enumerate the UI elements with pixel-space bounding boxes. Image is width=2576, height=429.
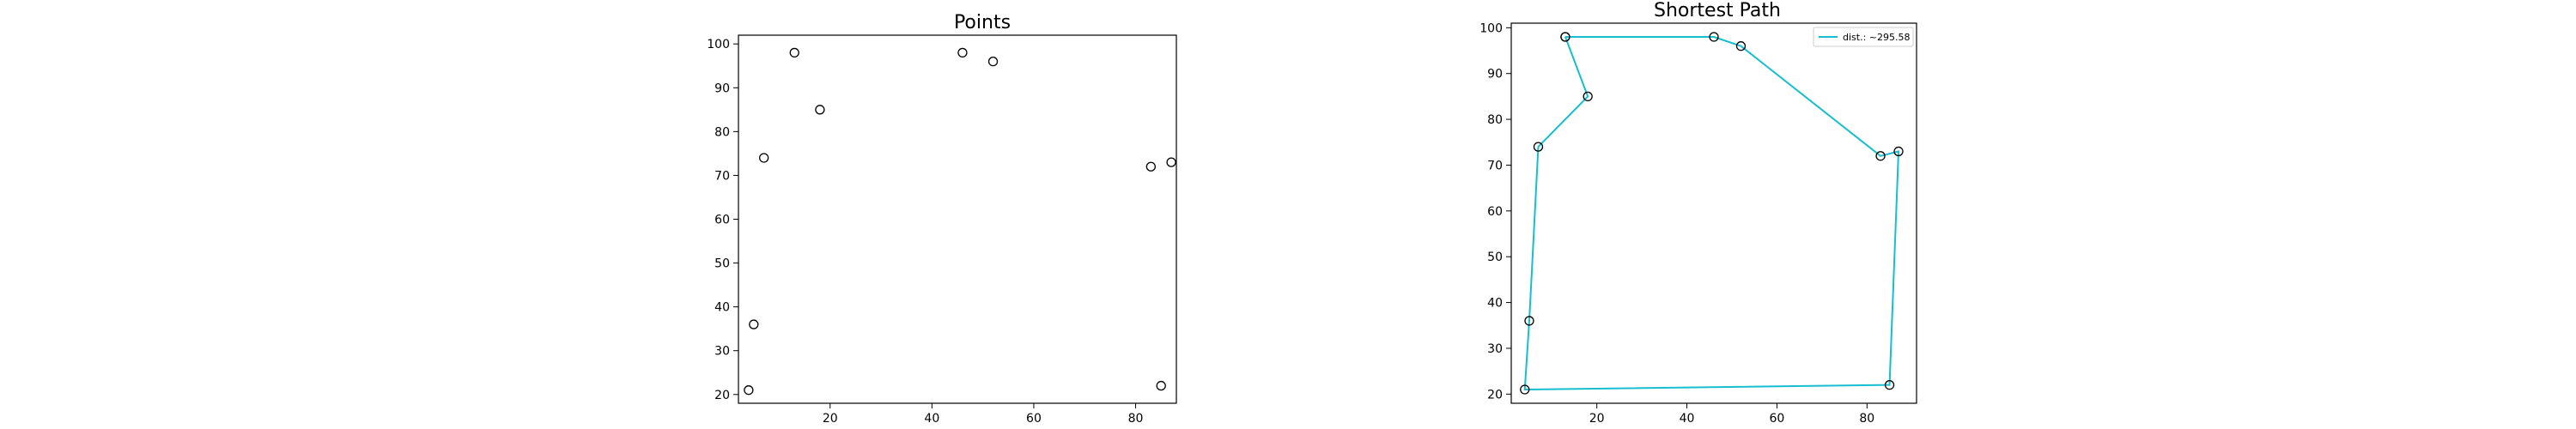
x-tick-label: 40 bbox=[1680, 412, 1695, 426]
y-tick-label: 90 bbox=[714, 82, 730, 95]
y-tick-label: 80 bbox=[1487, 113, 1503, 127]
scatter-point bbox=[759, 153, 769, 163]
scatter-point bbox=[1156, 380, 1166, 391]
y-tick-label: 100 bbox=[1479, 21, 1503, 35]
y-tick-label: 70 bbox=[1487, 159, 1503, 172]
legend-box bbox=[1813, 27, 1914, 47]
legend: dist.: ~295.58 bbox=[1813, 27, 1914, 47]
x-tick-label: 20 bbox=[1589, 412, 1605, 426]
scatter-points bbox=[744, 47, 1176, 396]
y-tick-label: 70 bbox=[714, 169, 730, 183]
path-node bbox=[1893, 146, 1904, 157]
y-axis: 20 30 40 50 60 70 80 90 100 bbox=[707, 38, 738, 402]
shortest-path-chart: Shortest Path 20 40 60 80 20 30 40 50 60 70 80 90 1… bbox=[1479, 0, 1917, 426]
legend-label: dist.: ~295.58 bbox=[1843, 32, 1911, 43]
path-node bbox=[1583, 91, 1593, 102]
path-node bbox=[1709, 32, 1719, 42]
path-node bbox=[1520, 384, 1530, 395]
y-tick-label: 20 bbox=[1487, 388, 1503, 402]
y-tick-label: 60 bbox=[714, 214, 730, 227]
x-axis: 20 40 60 80 bbox=[823, 403, 1144, 426]
y-tick-label: 40 bbox=[1487, 297, 1503, 311]
x-tick-label: 40 bbox=[924, 412, 939, 426]
x-tick-label: 80 bbox=[1859, 412, 1874, 426]
x-tick-label: 20 bbox=[823, 412, 838, 426]
path-node bbox=[1735, 41, 1747, 51]
scatter-point bbox=[749, 319, 759, 329]
chart-title: Shortest Path bbox=[1654, 0, 1781, 21]
points-chart: Points 20 40 60 80 20 30 40 50 60 70 80 90 100 bbox=[707, 12, 1177, 426]
path-node bbox=[1560, 32, 1571, 42]
y-tick-label: 80 bbox=[714, 125, 730, 139]
plot-frame bbox=[738, 34, 1177, 404]
y-tick-label: 20 bbox=[714, 389, 730, 402]
scatter-point bbox=[815, 105, 825, 115]
path-node bbox=[1875, 151, 1886, 161]
scatter-point bbox=[789, 47, 799, 58]
path-node bbox=[1533, 142, 1544, 152]
x-tick-label: 60 bbox=[1770, 412, 1785, 426]
x-tick-label: 80 bbox=[1128, 412, 1144, 426]
y-axis: 20 30 40 50 60 70 80 90 100 bbox=[1479, 21, 1511, 402]
scatter-point bbox=[1145, 161, 1156, 172]
path-line bbox=[1520, 32, 1904, 395]
y-tick-label: 30 bbox=[714, 345, 730, 359]
plot-frame bbox=[1510, 22, 1917, 404]
scatter-point bbox=[987, 56, 999, 67]
y-tick-label: 30 bbox=[1487, 342, 1503, 356]
y-tick-label: 50 bbox=[1487, 251, 1503, 264]
scatter-point bbox=[1166, 157, 1176, 167]
x-tick-label: 60 bbox=[1026, 412, 1042, 426]
y-tick-label: 40 bbox=[714, 301, 730, 315]
x-axis: 20 40 60 80 bbox=[1589, 403, 1874, 426]
y-tick-label: 100 bbox=[707, 38, 730, 51]
y-tick-label: 90 bbox=[1487, 68, 1503, 82]
y-tick-label: 50 bbox=[714, 257, 730, 271]
path-node bbox=[1884, 380, 1895, 390]
path-polyline bbox=[1523, 36, 1900, 391]
chart-title: Points bbox=[954, 12, 1011, 33]
path-node bbox=[1524, 316, 1534, 326]
scatter-point bbox=[744, 385, 754, 396]
y-tick-label: 60 bbox=[1487, 205, 1503, 219]
scatter-point bbox=[957, 47, 968, 58]
